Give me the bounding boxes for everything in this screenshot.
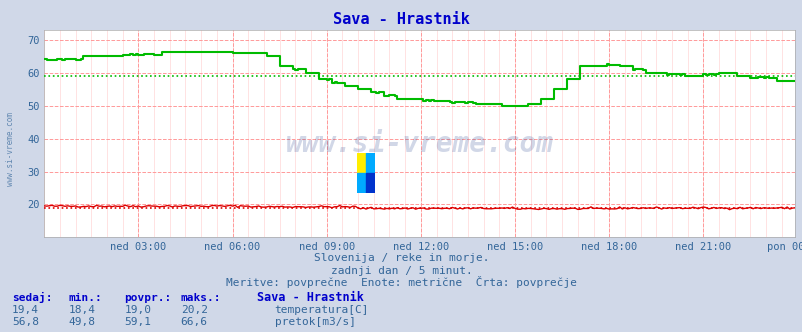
Text: www.si-vreme.com: www.si-vreme.com — [6, 113, 15, 186]
Text: povpr.:: povpr.: — [124, 293, 172, 303]
Text: 66,6: 66,6 — [180, 317, 208, 327]
Text: Sava - Hrastnik: Sava - Hrastnik — [333, 12, 469, 27]
Text: 18,4: 18,4 — [68, 305, 95, 315]
Bar — [357, 153, 366, 173]
Text: 56,8: 56,8 — [12, 317, 39, 327]
Text: www.si-vreme.com: www.si-vreme.com — [286, 130, 553, 158]
Text: 20,2: 20,2 — [180, 305, 208, 315]
Text: sedaj:: sedaj: — [12, 292, 52, 303]
Text: Meritve: povprečne  Enote: metrične  Črta: povprečje: Meritve: povprečne Enote: metrične Črta:… — [225, 276, 577, 288]
Text: Sava - Hrastnik: Sava - Hrastnik — [257, 291, 363, 304]
Text: maks.:: maks.: — [180, 293, 221, 303]
Text: 19,0: 19,0 — [124, 305, 152, 315]
Bar — [366, 153, 375, 173]
Text: pretok[m3/s]: pretok[m3/s] — [274, 317, 355, 327]
Text: 19,4: 19,4 — [12, 305, 39, 315]
Text: zadnji dan / 5 minut.: zadnji dan / 5 minut. — [330, 266, 472, 276]
Bar — [366, 173, 375, 193]
Text: 59,1: 59,1 — [124, 317, 152, 327]
Bar — [357, 173, 366, 193]
Text: Slovenija / reke in morje.: Slovenija / reke in morje. — [314, 253, 488, 263]
Text: min.:: min.: — [68, 293, 102, 303]
Text: temperatura[C]: temperatura[C] — [274, 305, 369, 315]
Text: 49,8: 49,8 — [68, 317, 95, 327]
